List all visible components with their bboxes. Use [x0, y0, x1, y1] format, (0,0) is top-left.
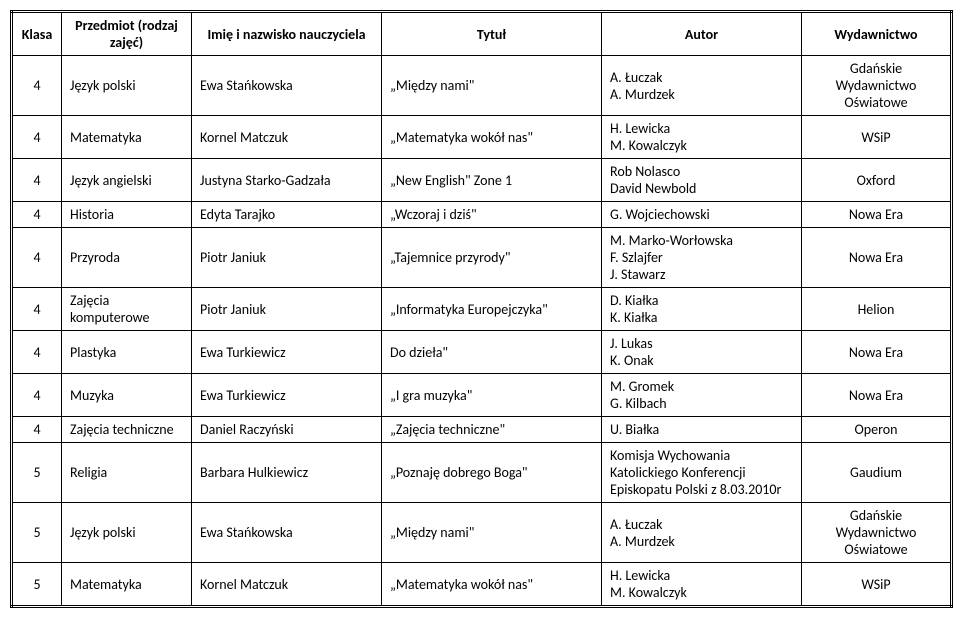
cell-autor: J. LukasK. Onak	[602, 331, 802, 374]
cell-nauczyciel: Justyna Starko-Gadzała	[192, 159, 382, 202]
col-nauczyciel: Imię i nazwisko nauczyciela	[192, 12, 382, 56]
cell-klasa: 5	[12, 563, 62, 607]
cell-przedmiot: Matematyka	[62, 116, 192, 159]
cell-wydawnictwo: Helion	[802, 288, 952, 331]
cell-klasa: 5	[12, 503, 62, 563]
cell-autor: M. Marko-WorłowskaF. SzlajferJ. Stawarz	[602, 228, 802, 288]
cell-tytul: „Zajęcia techniczne"	[382, 417, 602, 443]
cell-tytul: „Między nami"	[382, 56, 602, 116]
cell-klasa: 4	[12, 116, 62, 159]
cell-nauczyciel: Ewa Turkiewicz	[192, 374, 382, 417]
col-klasa: Klasa	[12, 12, 62, 56]
cell-wydawnictwo: Oxford	[802, 159, 952, 202]
cell-przedmiot: Matematyka	[62, 563, 192, 607]
table-row: 4Zajęcia komputerowePiotr Janiuk„Informa…	[12, 288, 952, 331]
cell-nauczyciel: Kornel Matczuk	[192, 563, 382, 607]
cell-nauczyciel: Piotr Janiuk	[192, 228, 382, 288]
table-row: 4Język polskiEwa Stańkowska„Między nami"…	[12, 56, 952, 116]
col-autor: Autor	[602, 12, 802, 56]
cell-autor: A. ŁuczakA. Murdzek	[602, 503, 802, 563]
cell-wydawnictwo: Nowa Era	[802, 202, 952, 228]
cell-wydawnictwo: WSiP	[802, 563, 952, 607]
cell-przedmiot: Język polski	[62, 503, 192, 563]
cell-tytul: Do dzieła"	[382, 331, 602, 374]
cell-tytul: „Matematyka wokół nas"	[382, 563, 602, 607]
cell-nauczyciel: Ewa Stańkowska	[192, 56, 382, 116]
cell-klasa: 4	[12, 288, 62, 331]
cell-wydawnictwo: Operon	[802, 417, 952, 443]
table-row: 4MuzykaEwa Turkiewicz„I gra muzyka"M. Gr…	[12, 374, 952, 417]
cell-autor: D. KiałkaK. Kiałka	[602, 288, 802, 331]
col-przedmiot: Przedmiot (rodzaj zajęć)	[62, 12, 192, 56]
table-row: 4HistoriaEdyta Tarajko„Wczoraj i dziś"G.…	[12, 202, 952, 228]
cell-autor: A. ŁuczakA. Murdzek	[602, 56, 802, 116]
cell-przedmiot: Muzyka	[62, 374, 192, 417]
table-row: 4Zajęcia techniczneDaniel Raczyński„Zaję…	[12, 417, 952, 443]
cell-klasa: 4	[12, 331, 62, 374]
cell-klasa: 5	[12, 443, 62, 503]
cell-przedmiot: Religia	[62, 443, 192, 503]
cell-nauczyciel: Edyta Tarajko	[192, 202, 382, 228]
cell-tytul: „Poznaję dobrego Boga"	[382, 443, 602, 503]
cell-klasa: 4	[12, 374, 62, 417]
cell-autor: Rob NolascoDavid Newbold	[602, 159, 802, 202]
table-row: 4MatematykaKornel Matczuk„Matematyka wok…	[12, 116, 952, 159]
cell-autor: H. LewickaM. Kowalczyk	[602, 116, 802, 159]
cell-przedmiot: Przyroda	[62, 228, 192, 288]
cell-autor: U. Białka	[602, 417, 802, 443]
cell-klasa: 4	[12, 56, 62, 116]
cell-nauczyciel: Daniel Raczyński	[192, 417, 382, 443]
cell-wydawnictwo: WSiP	[802, 116, 952, 159]
cell-wydawnictwo: Gaudium	[802, 443, 952, 503]
col-tytul: Tytuł	[382, 12, 602, 56]
cell-nauczyciel: Ewa Stańkowska	[192, 503, 382, 563]
cell-autor: H. LewickaM. Kowalczyk	[602, 563, 802, 607]
table-body: 4Język polskiEwa Stańkowska„Między nami"…	[12, 56, 952, 607]
cell-tytul: „New English" Zone 1	[382, 159, 602, 202]
table-row: 4PrzyrodaPiotr Janiuk„Tajemnice przyrody…	[12, 228, 952, 288]
cell-przedmiot: Język angielski	[62, 159, 192, 202]
cell-przedmiot: Język polski	[62, 56, 192, 116]
table-row: 4Język angielskiJustyna Starko-Gadzała„N…	[12, 159, 952, 202]
cell-wydawnictwo: Nowa Era	[802, 228, 952, 288]
cell-wydawnictwo: Gdańskie Wydawnictwo Oświatowe	[802, 503, 952, 563]
col-wydawnictwo: Wydawnictwo	[802, 12, 952, 56]
table-row: 4PlastykaEwa TurkiewiczDo dzieła"J. Luka…	[12, 331, 952, 374]
cell-tytul: „Informatyka Europejczyka"	[382, 288, 602, 331]
cell-autor: M. GromekG. Kilbach	[602, 374, 802, 417]
cell-klasa: 4	[12, 417, 62, 443]
cell-autor: G. Wojciechowski	[602, 202, 802, 228]
cell-klasa: 4	[12, 159, 62, 202]
cell-tytul: „Tajemnice przyrody"	[382, 228, 602, 288]
cell-tytul: „Wczoraj i dziś"	[382, 202, 602, 228]
cell-tytul: „Matematyka wokół nas"	[382, 116, 602, 159]
cell-nauczyciel: Ewa Turkiewicz	[192, 331, 382, 374]
cell-klasa: 4	[12, 228, 62, 288]
cell-wydawnictwo: Gdańskie Wydawnictwo Oświatowe	[802, 56, 952, 116]
table-row: 5MatematykaKornel Matczuk„Matematyka wok…	[12, 563, 952, 607]
textbook-table: Klasa Przedmiot (rodzaj zajęć) Imię i na…	[10, 10, 953, 608]
header-row: Klasa Przedmiot (rodzaj zajęć) Imię i na…	[12, 12, 952, 56]
cell-nauczyciel: Piotr Janiuk	[192, 288, 382, 331]
cell-wydawnictwo: Nowa Era	[802, 374, 952, 417]
cell-tytul: „Między nami"	[382, 503, 602, 563]
cell-wydawnictwo: Nowa Era	[802, 331, 952, 374]
cell-przedmiot: Plastyka	[62, 331, 192, 374]
cell-tytul: „I gra muzyka"	[382, 374, 602, 417]
table-row: 5ReligiaBarbara Hulkiewicz„Poznaję dobre…	[12, 443, 952, 503]
cell-nauczyciel: Barbara Hulkiewicz	[192, 443, 382, 503]
cell-klasa: 4	[12, 202, 62, 228]
cell-autor: Komisja Wychowania Katolickiego Konferen…	[602, 443, 802, 503]
table-row: 5Język polskiEwa Stańkowska„Między nami"…	[12, 503, 952, 563]
cell-nauczyciel: Kornel Matczuk	[192, 116, 382, 159]
cell-przedmiot: Historia	[62, 202, 192, 228]
cell-przedmiot: Zajęcia techniczne	[62, 417, 192, 443]
cell-przedmiot: Zajęcia komputerowe	[62, 288, 192, 331]
